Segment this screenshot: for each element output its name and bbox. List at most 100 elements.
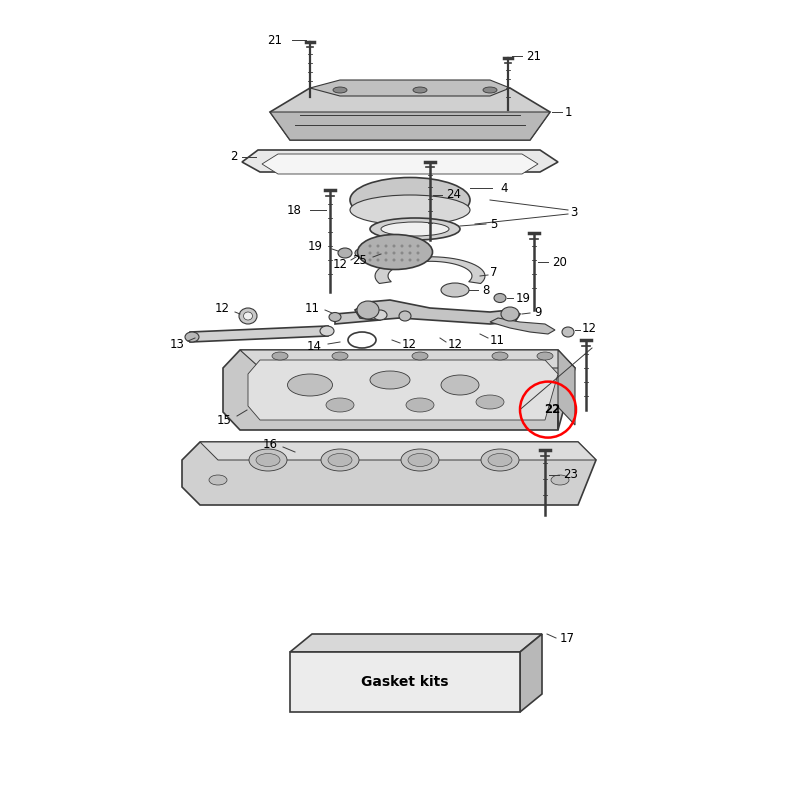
Ellipse shape — [326, 398, 354, 412]
Polygon shape — [490, 318, 555, 334]
Ellipse shape — [551, 475, 569, 485]
Ellipse shape — [373, 310, 387, 320]
Text: 18: 18 — [287, 203, 302, 217]
Circle shape — [385, 258, 387, 262]
Text: 11: 11 — [490, 334, 505, 346]
Polygon shape — [248, 360, 558, 420]
Text: 8: 8 — [482, 283, 490, 297]
Polygon shape — [270, 88, 550, 140]
Ellipse shape — [243, 312, 253, 320]
Ellipse shape — [501, 307, 519, 321]
Text: 12: 12 — [582, 322, 597, 334]
Ellipse shape — [476, 395, 504, 409]
Ellipse shape — [357, 301, 379, 319]
Ellipse shape — [481, 449, 519, 471]
Ellipse shape — [355, 249, 365, 257]
Ellipse shape — [328, 454, 352, 466]
Text: 5: 5 — [490, 218, 498, 230]
Ellipse shape — [406, 398, 434, 412]
Text: 4: 4 — [500, 182, 507, 194]
Ellipse shape — [358, 234, 433, 270]
Text: 16: 16 — [263, 438, 278, 451]
Ellipse shape — [412, 352, 428, 360]
Circle shape — [417, 245, 419, 247]
Text: 12: 12 — [333, 258, 348, 270]
Polygon shape — [262, 154, 538, 174]
Text: 11: 11 — [305, 302, 320, 314]
Ellipse shape — [488, 454, 512, 466]
Ellipse shape — [350, 195, 470, 225]
Text: 9: 9 — [534, 306, 542, 318]
Text: 19: 19 — [516, 291, 531, 305]
Ellipse shape — [562, 327, 574, 337]
Polygon shape — [240, 350, 575, 368]
Circle shape — [385, 251, 387, 254]
Text: 12: 12 — [402, 338, 417, 351]
Text: 17: 17 — [560, 633, 575, 646]
Text: 2: 2 — [230, 150, 238, 163]
Polygon shape — [335, 310, 380, 324]
Polygon shape — [310, 80, 510, 96]
Circle shape — [377, 258, 379, 262]
Ellipse shape — [249, 449, 287, 471]
Circle shape — [369, 251, 371, 254]
Ellipse shape — [381, 222, 449, 236]
Ellipse shape — [370, 218, 460, 240]
Polygon shape — [520, 634, 542, 712]
Circle shape — [409, 258, 411, 262]
Ellipse shape — [329, 313, 341, 322]
Text: 12: 12 — [215, 302, 230, 314]
Ellipse shape — [413, 87, 427, 93]
Text: 14: 14 — [307, 341, 322, 354]
Circle shape — [401, 245, 403, 247]
Ellipse shape — [256, 454, 280, 466]
Text: 21: 21 — [267, 34, 282, 46]
Text: 12: 12 — [448, 338, 463, 351]
Circle shape — [393, 245, 395, 247]
Circle shape — [409, 245, 411, 247]
Text: 1: 1 — [565, 106, 573, 118]
Ellipse shape — [370, 371, 410, 389]
Text: 25: 25 — [352, 254, 367, 267]
Polygon shape — [375, 257, 485, 283]
Circle shape — [409, 251, 411, 254]
Ellipse shape — [338, 248, 352, 258]
Circle shape — [369, 245, 371, 247]
Polygon shape — [190, 326, 328, 342]
Ellipse shape — [333, 87, 347, 93]
Text: 3: 3 — [570, 206, 578, 218]
Ellipse shape — [332, 352, 348, 360]
Ellipse shape — [239, 308, 257, 324]
Ellipse shape — [399, 311, 411, 321]
Circle shape — [401, 251, 403, 254]
Text: 19: 19 — [308, 241, 323, 254]
Polygon shape — [200, 442, 596, 460]
Ellipse shape — [321, 449, 359, 471]
Polygon shape — [290, 634, 542, 652]
Ellipse shape — [320, 326, 334, 336]
Text: 7: 7 — [490, 266, 498, 279]
Ellipse shape — [492, 352, 508, 360]
Text: 23: 23 — [563, 469, 578, 482]
Polygon shape — [223, 350, 575, 430]
Circle shape — [377, 245, 379, 247]
Circle shape — [385, 245, 387, 247]
Circle shape — [417, 251, 419, 254]
Ellipse shape — [209, 475, 227, 485]
Polygon shape — [270, 112, 550, 140]
Ellipse shape — [185, 332, 199, 342]
Circle shape — [393, 258, 395, 262]
Text: 22: 22 — [544, 403, 560, 416]
Ellipse shape — [494, 294, 506, 302]
Ellipse shape — [401, 449, 439, 471]
Polygon shape — [242, 150, 558, 172]
Polygon shape — [558, 350, 575, 430]
Text: Gasket kits: Gasket kits — [362, 675, 449, 689]
Circle shape — [377, 251, 379, 254]
Circle shape — [417, 258, 419, 262]
Text: 13: 13 — [170, 338, 185, 351]
Text: 24: 24 — [446, 189, 461, 202]
Ellipse shape — [441, 375, 479, 395]
Text: 20: 20 — [552, 255, 567, 269]
Circle shape — [369, 258, 371, 262]
